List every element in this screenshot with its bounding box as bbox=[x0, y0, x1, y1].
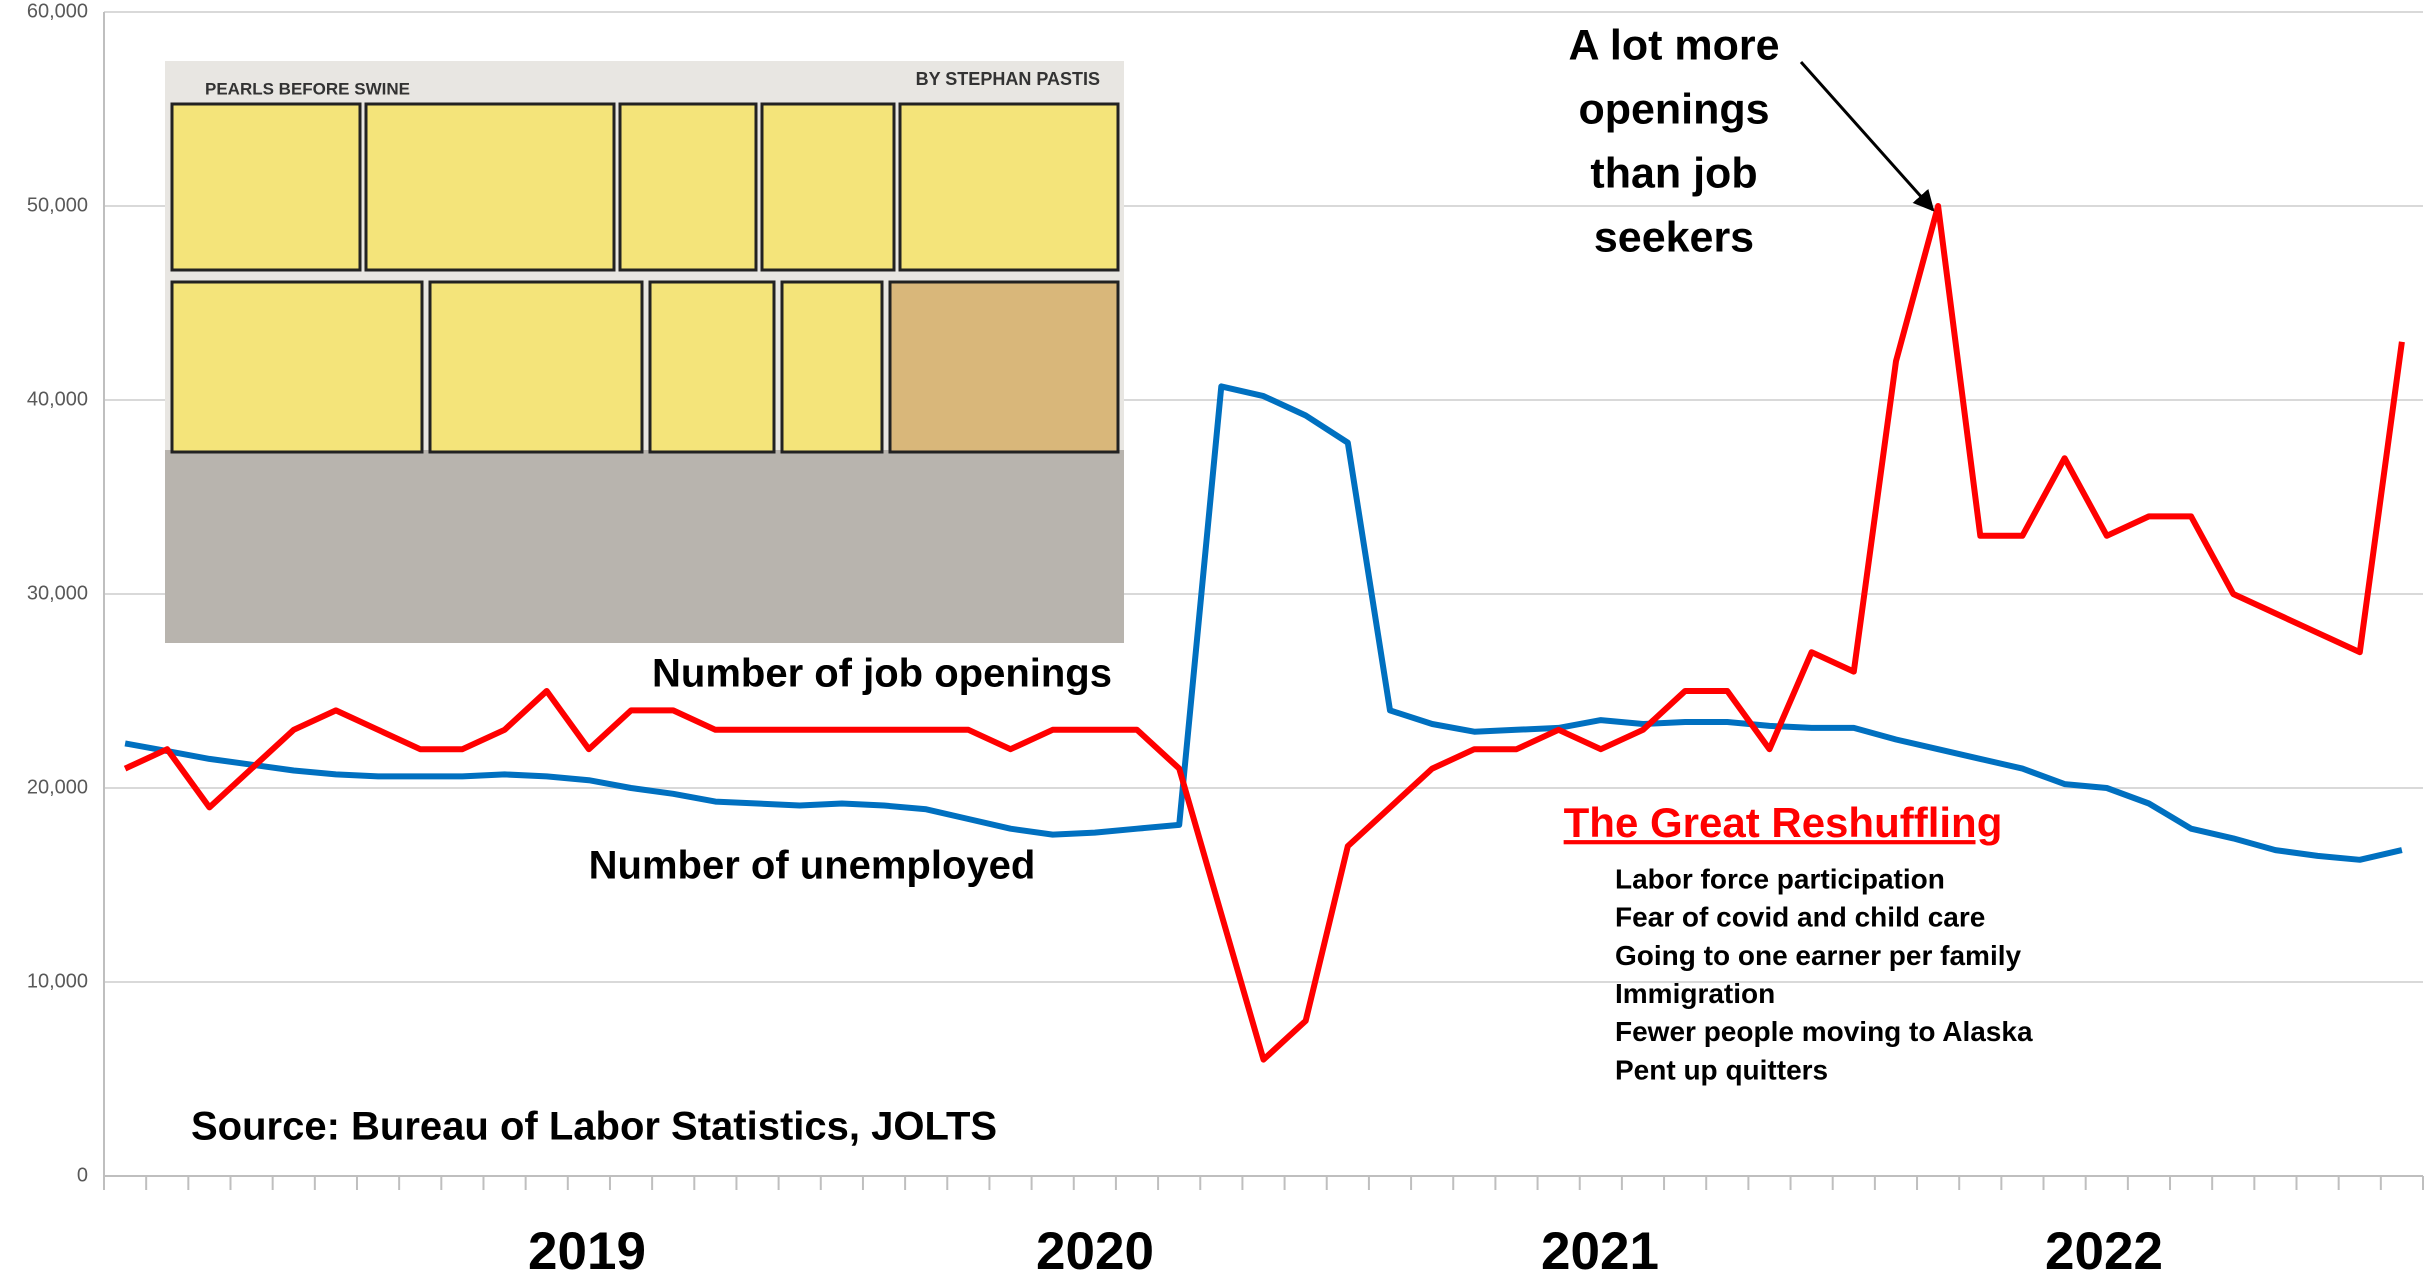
series-label: Number of unemployed bbox=[589, 844, 1036, 888]
annotation: seekers bbox=[1594, 213, 1754, 261]
y-tick-label: 20,000 bbox=[27, 776, 88, 798]
y-tick-label: 40,000 bbox=[27, 388, 88, 410]
year-label: 2020 bbox=[1036, 1222, 1154, 1281]
reshuffling-item: Going to one earner per family bbox=[1615, 940, 2022, 971]
comic-author: BY STEPHAN PASTIS bbox=[916, 69, 1100, 89]
y-tick-label: 50,000 bbox=[27, 194, 88, 216]
y-tick-label: 60,000 bbox=[27, 0, 88, 22]
annotation: than job bbox=[1590, 149, 1757, 197]
y-tick-label: 0 bbox=[77, 1164, 88, 1186]
comic-panels bbox=[170, 102, 1120, 454]
year-label: 2021 bbox=[1541, 1222, 1659, 1281]
reshuffling-item: Fewer people moving to Alaska bbox=[1615, 1016, 2033, 1047]
reshuffling-item: Fear of covid and child care bbox=[1615, 902, 1985, 933]
reshuffling-item: Labor force participation bbox=[1615, 863, 1945, 894]
annotation: A lot more bbox=[1568, 21, 1779, 69]
comic-title: PEARLS BEFORE SWINE bbox=[205, 79, 410, 98]
series-label: Number of job openings bbox=[652, 652, 1112, 696]
comic-table bbox=[165, 450, 1124, 643]
source: Source: Bureau of Labor Statistics, JOLT… bbox=[191, 1105, 997, 1149]
year-label: 2019 bbox=[528, 1222, 646, 1281]
reshuffling-item: Pent up quitters bbox=[1615, 1054, 1828, 1085]
reshuffling-title: The Great Reshuffling bbox=[1564, 799, 2003, 846]
annotation-arrow bbox=[1799, 61, 1935, 212]
comic-image: PEARLS BEFORE SWINE BY STEPHAN PASTIS bbox=[165, 61, 1124, 643]
y-tick-label: 10,000 bbox=[27, 970, 88, 992]
plot bbox=[123, 203, 2405, 1063]
year-label: 2022 bbox=[2045, 1222, 2163, 1281]
annotation: openings bbox=[1578, 85, 1769, 133]
series-line bbox=[123, 203, 2405, 1063]
y-tick-label: 30,000 bbox=[27, 582, 88, 604]
reshuffling-item: Immigration bbox=[1615, 978, 1775, 1009]
series-line bbox=[124, 383, 2403, 863]
